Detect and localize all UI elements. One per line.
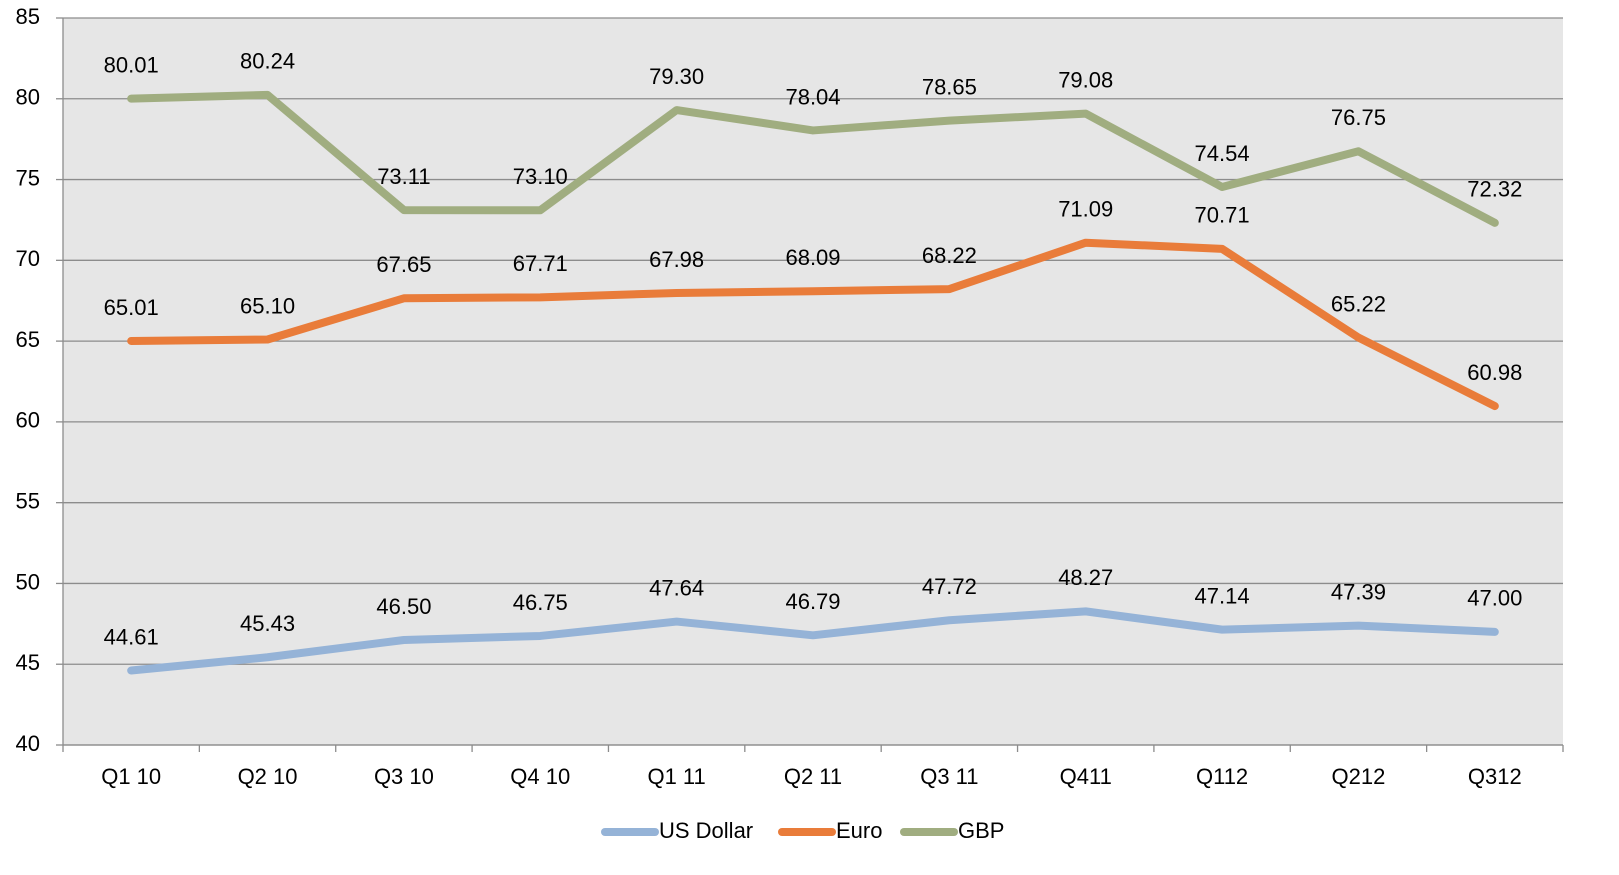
data-label: 80.01: [104, 52, 159, 77]
data-label: 46.50: [376, 594, 431, 619]
data-label: 67.71: [513, 251, 568, 276]
x-tick-label: Q2 11: [784, 764, 842, 789]
data-label: 47.64: [649, 575, 704, 600]
data-label: 76.75: [1331, 105, 1386, 130]
data-label: 67.98: [649, 247, 704, 272]
x-tick-label: Q2 10: [238, 764, 298, 789]
data-label: 79.30: [649, 64, 704, 89]
y-tick-label: 45: [16, 650, 40, 675]
data-label: 48.27: [1058, 565, 1113, 590]
data-label: 73.10: [513, 164, 568, 189]
data-label: 65.22: [1331, 291, 1386, 316]
y-tick-label: 50: [16, 569, 40, 594]
data-label: 44.61: [104, 624, 159, 649]
y-tick-label: 55: [16, 488, 40, 513]
series-line: [127, 238, 1499, 411]
legend-label: GBP: [958, 818, 1004, 843]
data-label: 47.72: [922, 574, 977, 599]
legend-label: US Dollar: [659, 818, 753, 843]
legend-label: Euro: [836, 818, 882, 843]
data-label: 68.09: [785, 245, 840, 270]
data-label: 47.14: [1195, 583, 1250, 608]
data-label: 73.11: [377, 164, 430, 189]
x-tick-label: Q4 10: [510, 764, 570, 789]
data-label: 45.43: [240, 611, 295, 636]
data-label: 74.54: [1195, 141, 1250, 166]
data-label: 47.39: [1331, 579, 1386, 604]
y-tick-label: 60: [16, 408, 40, 433]
data-label: 46.79: [785, 589, 840, 614]
y-tick-label: 80: [16, 85, 40, 110]
data-label: 47.00: [1467, 586, 1522, 611]
x-tick-label: Q312: [1468, 764, 1522, 789]
y-tick-label: 75: [16, 165, 40, 190]
y-tick-label: 40: [16, 731, 40, 756]
data-label: 78.04: [785, 84, 840, 109]
data-label: 78.65: [922, 74, 977, 99]
data-label: 60.98: [1467, 360, 1522, 385]
data-label: 70.71: [1195, 203, 1250, 228]
x-tick-label: Q212: [1332, 764, 1386, 789]
data-label: 68.22: [922, 243, 977, 268]
x-tick-label: Q1 10: [101, 764, 161, 789]
y-tick-label: 65: [16, 327, 40, 352]
data-label: 80.24: [240, 49, 295, 74]
x-tick-label: Q3 10: [374, 764, 434, 789]
series-line: [127, 607, 1499, 675]
data-label: 72.32: [1467, 177, 1522, 202]
data-label: 65.10: [240, 293, 295, 318]
data-label: 79.08: [1058, 67, 1113, 92]
data-label: 65.01: [104, 295, 159, 320]
y-tick-label: 70: [16, 246, 40, 271]
x-tick-label: Q3 11: [920, 764, 978, 789]
data-label: 46.75: [513, 590, 568, 615]
x-tick-label: Q411: [1060, 764, 1112, 789]
data-label: 71.09: [1058, 197, 1113, 222]
x-tick-label: Q1 11: [647, 764, 705, 789]
series-line: [127, 90, 1499, 227]
y-tick-label: 85: [16, 4, 40, 29]
x-tick-label: Q112: [1196, 764, 1248, 789]
data-label: 67.65: [376, 252, 431, 277]
